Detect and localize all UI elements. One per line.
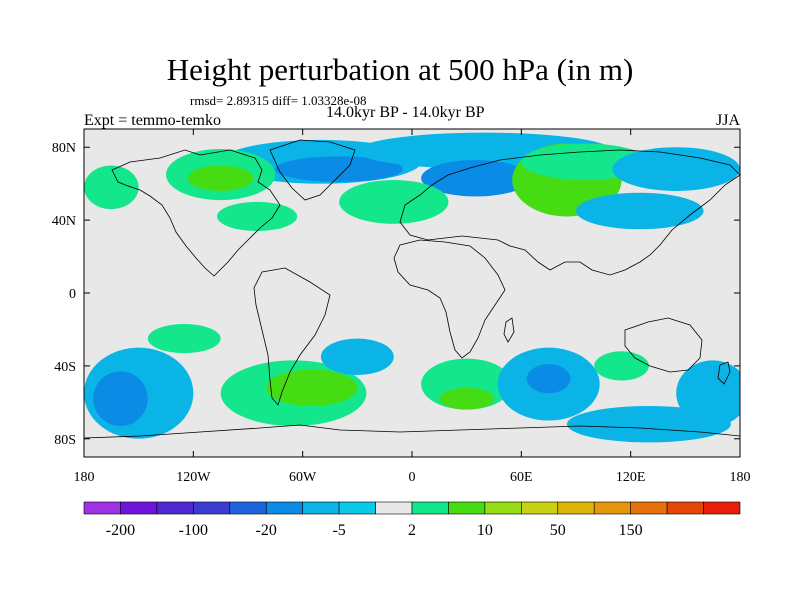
y-tick-label: 80S <box>54 433 76 448</box>
x-tick-label: 60W <box>289 470 317 485</box>
colorbar-box <box>156 501 194 515</box>
anomaly-region-sh-atlantic-low <box>320 338 394 375</box>
map-axes: 180 120W 60W 0 60E 120E 180 80N 40N 0 40S 80S <box>52 129 751 485</box>
anomaly-region-sh-pac-high <box>147 323 221 354</box>
stats-text: rmsd= 2.89315 diff= 1.03328e-08 <box>190 93 367 108</box>
coast-new-zealand <box>717 361 731 385</box>
coast-antarctica <box>84 424 740 439</box>
colorbar-box <box>666 501 704 515</box>
colorbar-box <box>302 501 340 515</box>
anomaly-region-nh-asia-low <box>576 192 704 230</box>
colorbar-box <box>484 501 522 515</box>
x-tick-label: 120W <box>176 470 211 485</box>
y-tick-label: 80N <box>52 141 76 156</box>
coastlines <box>84 139 740 439</box>
colorbar: -200 -100 -20 -5 2 10 50 150 <box>83 501 741 539</box>
figure-title: Height perturbation at 500 hPa (in m) <box>166 52 634 87</box>
anomaly-region-sh-australia-high <box>594 351 649 381</box>
y-tick-label: 40S <box>54 360 76 375</box>
coast-north-america <box>111 149 281 277</box>
colorbar-label: 50 <box>550 522 566 539</box>
coast-eurasia <box>399 149 740 276</box>
x-tick-label: 60E <box>510 470 533 485</box>
colorbar-label: -200 <box>106 522 135 539</box>
coast-australia <box>624 317 703 373</box>
coast-africa <box>393 239 506 359</box>
anomaly-region-sh-samerica-core <box>266 369 358 406</box>
x-tick-label: 180 <box>74 470 95 485</box>
anomaly-region-nh-greenland-deep <box>275 156 403 182</box>
anomaly-region-nh-pacific-low <box>612 147 740 191</box>
colorbar-box <box>265 501 303 515</box>
experiment-label: Expt = temmo-temko <box>84 112 221 129</box>
anomaly-region-nh-atlantic-rim <box>339 180 449 224</box>
colorbar-label: -100 <box>179 522 208 539</box>
anomaly-region-sh-indian-deep <box>526 364 571 394</box>
colorbar-label: 2 <box>408 522 416 539</box>
anomaly-region-sh-africa-core <box>439 387 494 410</box>
colorbar-label: -20 <box>256 522 277 539</box>
x-tick-label: 0 <box>409 470 416 485</box>
anomaly-region-nh-na-high-core <box>187 165 254 191</box>
colorbar-box <box>193 501 231 515</box>
colorbar-box <box>703 501 741 515</box>
colorbar-box <box>229 501 267 515</box>
colorbar-box <box>338 501 376 515</box>
colorbar-box <box>120 501 158 515</box>
y-tick-label: 40N <box>52 214 76 229</box>
coast-greenland <box>269 139 356 201</box>
colorbar-label: 10 <box>477 522 493 539</box>
colorbar-box <box>375 501 413 515</box>
x-tick-label: 120E <box>616 470 646 485</box>
anomaly-region-nh-pacific-high <box>84 165 139 210</box>
colorbar-box <box>521 501 559 515</box>
colorbar-label: -5 <box>332 522 345 539</box>
season-label: JJA <box>716 112 741 129</box>
anomaly-region-nh-us-high <box>217 201 298 232</box>
period-label: 14.0kyr BP - 14.0kyr BP <box>326 104 485 121</box>
y-tick-label: 0 <box>69 287 76 302</box>
colorbar-box <box>557 501 595 515</box>
colorbar-box <box>83 501 121 515</box>
colorbar-box <box>593 501 631 515</box>
colorbar-box <box>448 501 486 515</box>
height-field <box>84 132 740 443</box>
colorbar-box <box>630 501 668 515</box>
anomaly-region-sh-southpac-deep <box>93 371 148 427</box>
coast-south-america <box>253 267 331 406</box>
anomaly-region-sh-antarctic-low <box>566 405 731 443</box>
colorbar-label: 150 <box>619 522 643 539</box>
coast-madagascar <box>503 317 515 343</box>
x-tick-label: 180 <box>730 470 751 485</box>
anomaly-region-nh-scandinavia-low <box>421 159 531 197</box>
colorbar-box <box>411 501 449 515</box>
